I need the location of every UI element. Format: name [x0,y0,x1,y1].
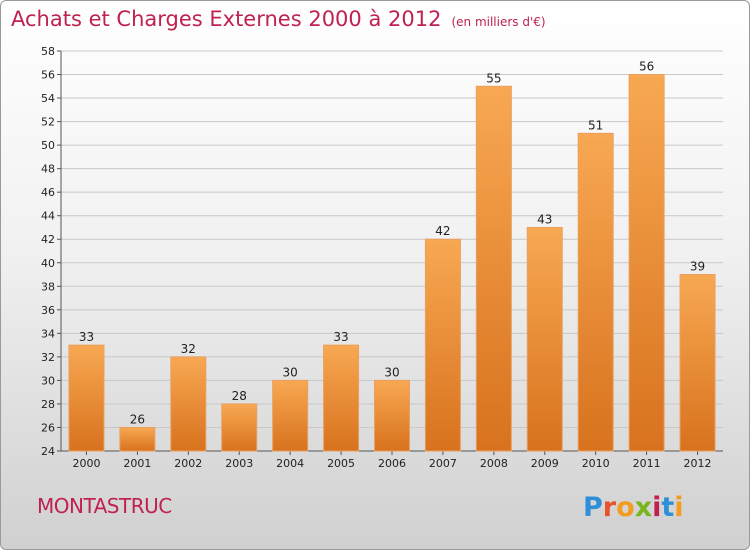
bar-2004 [272,379,309,452]
x-tick-label-2003: 2003 [225,457,253,470]
y-tick-label: 24 [41,445,55,458]
y-tick-label: 44 [41,210,55,223]
x-tick-label-2010: 2010 [582,457,610,470]
bars [68,74,716,452]
y-tick-label: 50 [41,139,55,152]
bar-2012 [679,274,716,452]
data-label-2005: 33 [333,330,348,344]
data-label-2002: 32 [181,342,196,356]
data-label-2009: 43 [537,212,552,226]
chart-subtitle: (en milliers d'€) [451,15,546,29]
logo-letter: i [652,492,662,523]
x-tick-label-2000: 2000 [72,457,100,470]
chart-title-block: Achats et Charges Externes 2000 à 2012 (e… [11,7,546,31]
data-label-2003: 28 [232,389,247,403]
x-tick-label-2002: 2002 [174,457,202,470]
x-tick-label-2007: 2007 [429,457,457,470]
x-tick-label-2012: 2012 [684,457,712,470]
y-tick-label: 40 [41,257,55,270]
bar-2006 [374,379,410,452]
bar-2009 [526,226,563,452]
data-label-2007: 42 [435,224,450,238]
data-label-2011: 56 [639,60,654,74]
data-label-2001: 26 [130,412,145,426]
x-tick-label-2009: 2009 [531,457,559,470]
x-tick-label-2008: 2008 [480,457,508,470]
bar-2011 [628,74,665,452]
y-tick-label: 52 [41,116,55,129]
labels: 24 26 28 30 32 34 36 38 40 42 44 46 48 50 52 54 56 58 33 20… [41,45,712,470]
y-tick-label: 42 [41,233,55,246]
x-tick-label-2011: 2011 [633,457,661,470]
x-tick-label-2005: 2005 [327,457,355,470]
data-label-2004: 30 [283,365,298,379]
y-tick-label: 46 [41,186,55,199]
data-label-2010: 51 [588,118,603,132]
logo-letter: t [661,492,675,523]
bar-2007 [424,238,461,452]
y-tick-label: 56 [41,69,55,82]
data-label-2008: 55 [486,71,501,85]
data-label-2000: 33 [79,330,94,344]
logo-letter: r [602,492,617,523]
proxiti-logo: Proxiti [583,491,693,525]
y-tick-label: 30 [41,374,55,387]
y-tick-label: 34 [41,327,55,340]
x-tick-label-2006: 2006 [378,457,406,470]
commune-name: MONTASTRUC [37,494,172,518]
bar-2000 [68,344,105,452]
y-tick-label: 38 [41,280,55,293]
bar-2008 [475,85,512,452]
bar-2005 [323,344,360,452]
logo-letter: x [634,492,653,523]
y-tick-label: 58 [41,45,55,58]
bar-2003 [221,403,258,452]
y-tick-label: 54 [41,92,55,105]
y-tick-label: 26 [41,421,55,434]
bar-2010 [577,132,614,452]
chart-title: Achats et Charges Externes 2000 à 2012 [11,7,442,31]
logo-letter: P [583,492,603,523]
logo-letter: o [616,492,635,523]
y-tick-label: 32 [41,351,55,364]
x-tick-label-2001: 2001 [123,457,151,470]
x-tick-label-2004: 2004 [276,457,304,470]
data-label-2006: 30 [384,365,399,379]
logo-letter: i [674,492,684,523]
y-tick-label: 28 [41,398,55,411]
data-label-2012: 39 [690,260,705,274]
bar-2001 [119,426,156,452]
y-tick-label: 36 [41,304,55,317]
bar-2002 [170,356,207,452]
y-tick-label: 48 [41,163,55,176]
